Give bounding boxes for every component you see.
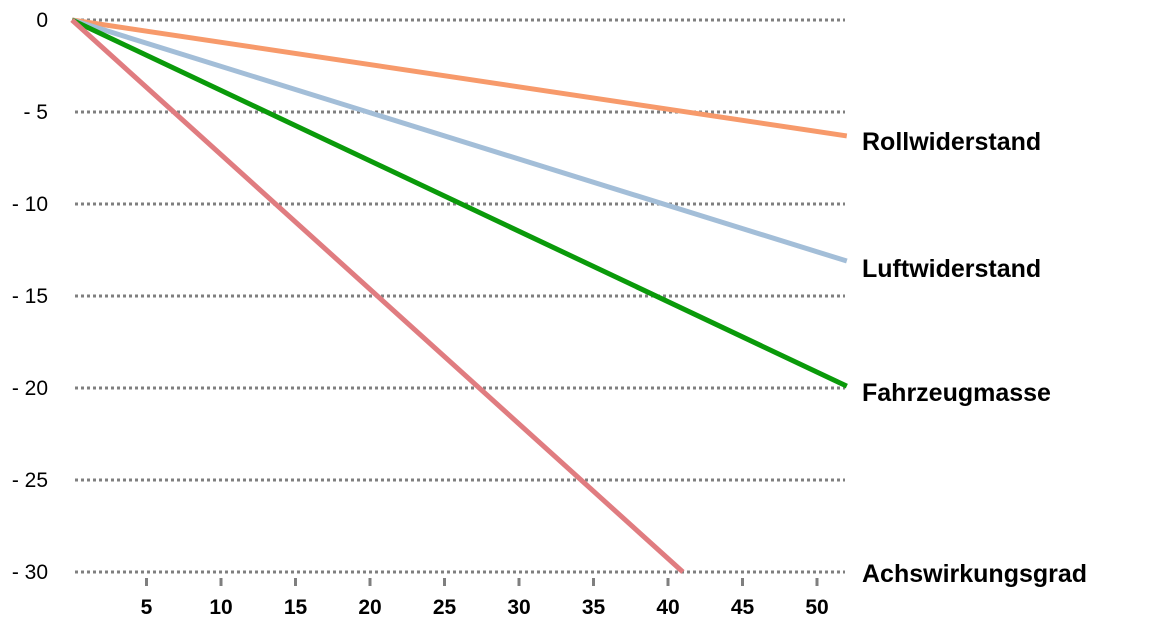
x-tick-label: 25	[433, 596, 457, 619]
y-tick-label: 0	[36, 9, 48, 32]
series-label-luftwiderstand: Luftwiderstand	[862, 255, 1041, 283]
y-tick-label: - 25	[12, 469, 48, 492]
series-line-luftwiderstand	[71, 17, 848, 264]
y-axis-ticks: 0 - 5 - 10 - 15 - 20 - 25 - 30	[12, 9, 48, 584]
y-tick-label: - 10	[12, 193, 48, 216]
x-axis-ticks: 5 10 15 20 25 30 35 40 45 50	[141, 578, 829, 619]
series-line-fahrzeugmasse	[70, 17, 848, 389]
grid-layer	[75, 18, 845, 574]
series-label-fahrzeugmasse: Fahrzeugmasse	[862, 379, 1051, 407]
x-tick-label: 20	[358, 596, 381, 619]
y-tick-label: - 15	[12, 285, 48, 308]
series-line-rollwiderstand	[71, 17, 848, 139]
x-tick-label: 45	[731, 596, 755, 619]
series-labels: Rollwiderstand Luftwiderstand Fahrzeugmass…	[862, 128, 1087, 588]
x-tick-label: 5	[141, 596, 153, 619]
y-tick-label: - 20	[12, 377, 48, 400]
series-layer	[70, 17, 848, 574]
x-tick-label: 30	[507, 596, 530, 619]
x-tick-label: 15	[284, 596, 308, 619]
x-tick-label: 40	[656, 596, 679, 619]
y-tick-label: - 5	[23, 101, 48, 124]
x-tick-label: 35	[582, 596, 606, 619]
x-tick-label: 10	[209, 596, 232, 619]
series-label-achswirkungsgrad: Achswirkungsgrad	[862, 560, 1087, 588]
y-tick-label: - 30	[12, 561, 48, 584]
series-label-rollwiderstand: Rollwiderstand	[862, 128, 1041, 156]
series-line-achswirkungsgrad	[70, 18, 685, 574]
x-tick-label: 50	[805, 596, 828, 619]
